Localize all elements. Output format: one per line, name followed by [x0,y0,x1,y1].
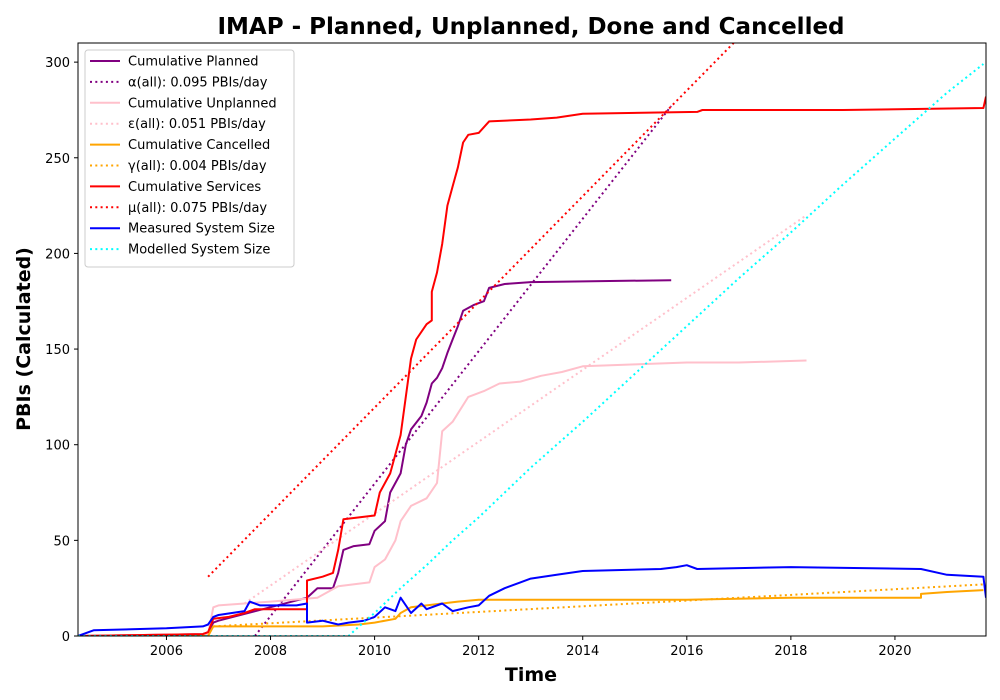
y-tick-label: 250 [45,152,70,167]
series-line-cumulative-planned [78,279,672,636]
legend-label-all-0-051-pbis-day: ε(all): 0.051 PBIs/day [128,117,266,132]
x-tick-label: 2010 [358,644,391,659]
legend: Cumulative Planned α(all): 0.095 PBIs/day… [84,49,295,268]
x-tick-label: 2008 [254,644,287,659]
series-line-all-0-004-pbis-day [213,583,984,628]
legend-box [84,49,295,268]
legend-label-cumulative-planned: Cumulative Planned [128,55,258,70]
y-tick-label: 0 [62,630,70,645]
y-tick-label: 150 [45,343,70,358]
y-tick-label: 100 [45,439,70,454]
series-line-all-0-095-pbis-day [254,105,672,636]
plot-area [78,43,986,636]
plot-frame [77,42,987,637]
series-line-cumulative-services [78,96,986,636]
legend-label-cumulative-services: Cumulative Services [128,180,261,195]
axes: 2006 2008 2010 2012 2014 2016 2018 2020 0 50 100 15… [45,42,987,659]
legend-label-cumulative-unplanned: Cumulative Unplanned [128,96,277,111]
x-tick-label: 2006 [150,644,183,659]
y-tick-label: 300 [45,56,70,71]
x-tick-label: 2012 [462,644,495,659]
y-tick-label: 50 [53,534,70,549]
x-tick-label: 2018 [774,644,807,659]
legend-label-cumulative-cancelled: Cumulative Cancelled [128,138,270,153]
series-line-all-0-051-pbis-day [243,214,808,605]
series-line-cumulative-cancelled [78,589,984,636]
x-axis-label: Time [505,664,557,686]
legend-label-modelled-system-size: Modelled System Size [128,243,270,258]
y-axis-label: PBIs (Calculated) [13,247,35,431]
series-lines [78,43,986,636]
series-line-measured-system-size [78,564,986,636]
series-line-cumulative-unplanned [78,359,807,636]
x-tick-label: 2020 [878,644,911,659]
legend-label-all-0-004-pbis-day: γ(all): 0.004 PBIs/day [128,159,267,174]
x-tick-label: 2014 [566,644,599,659]
chart-title: IMAP - Planned, Unplanned, Done and Canc… [217,14,844,40]
legend-label-measured-system-size: Measured System Size [128,222,275,237]
legend-label-all-0-095-pbis-day: α(all): 0.095 PBIs/day [128,75,268,90]
y-tick-label: 200 [45,247,70,262]
x-tick-label: 2016 [670,644,703,659]
legend-label-all-0-075-pbis-day: μ(all): 0.075 PBIs/day [128,201,267,216]
